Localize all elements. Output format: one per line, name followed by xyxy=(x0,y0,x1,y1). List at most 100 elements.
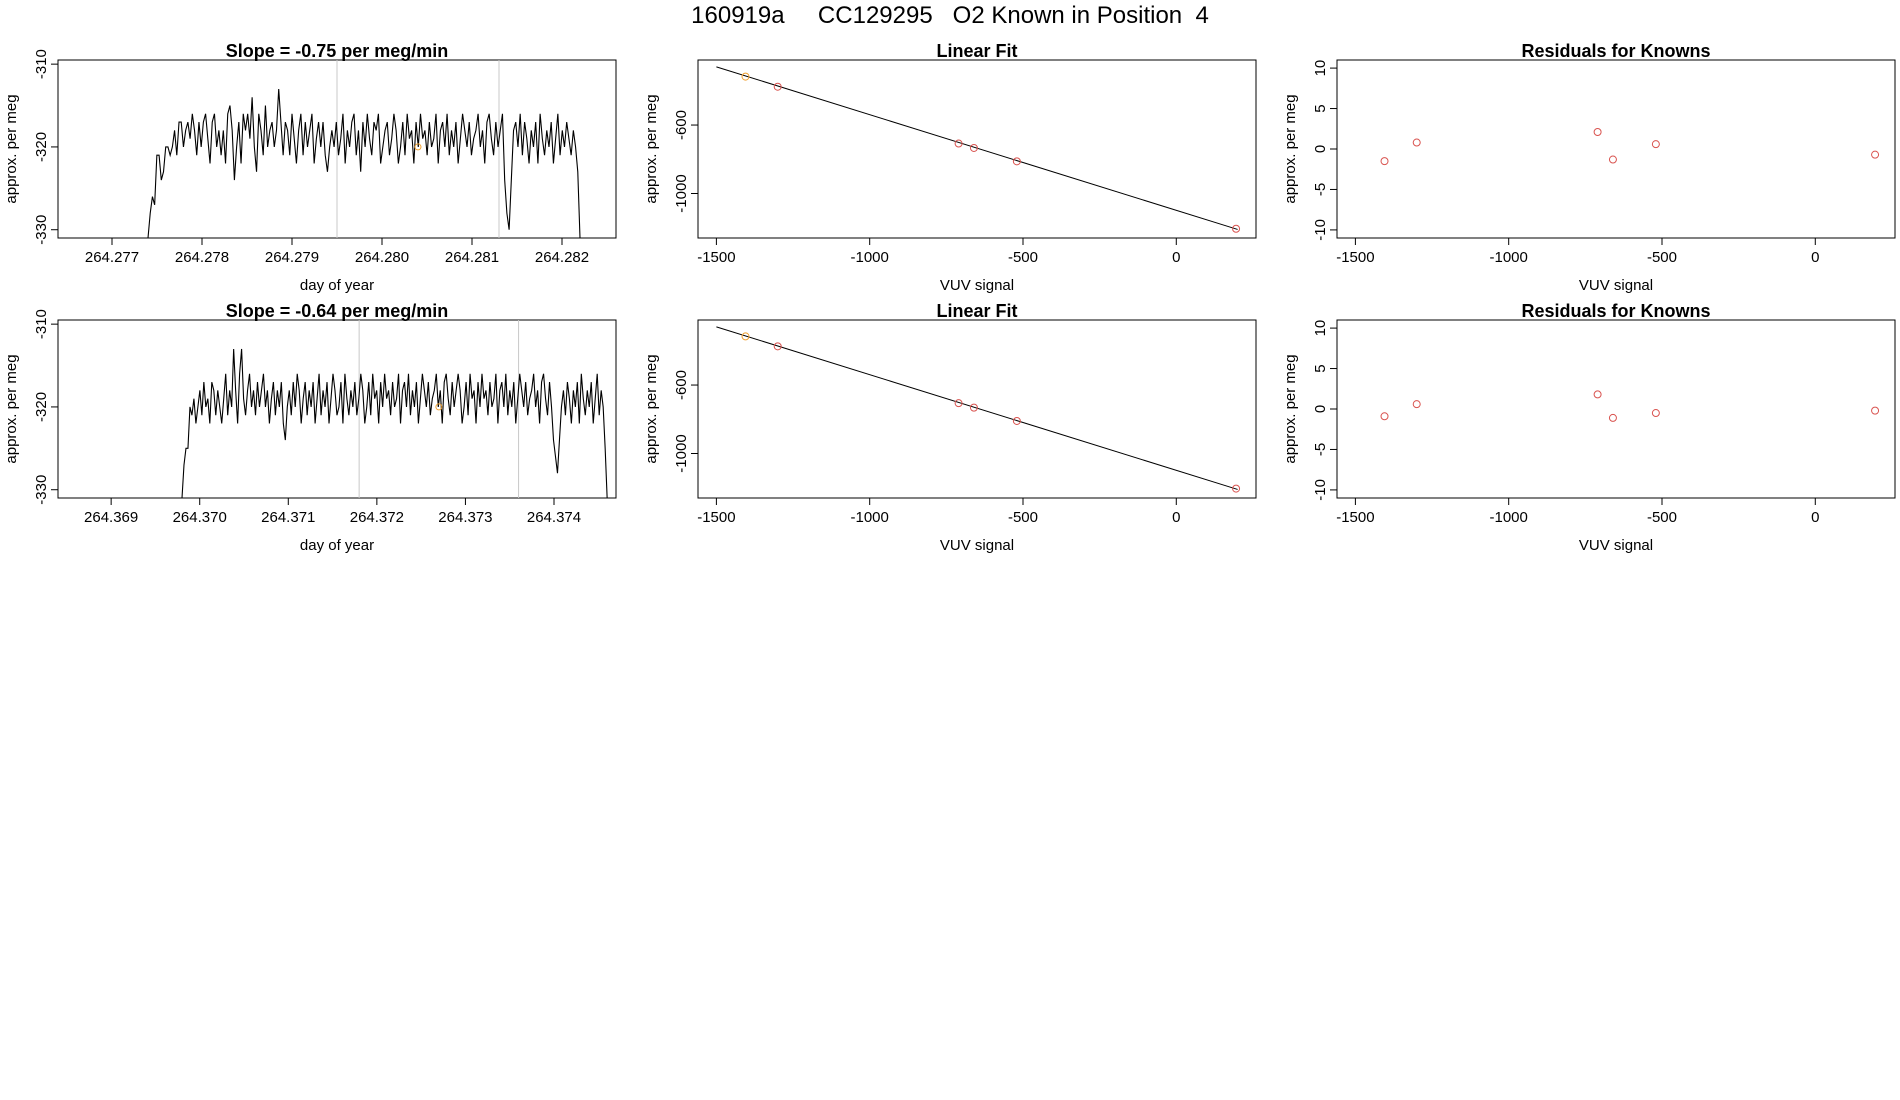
y-tick-label: 0 xyxy=(1312,405,1329,413)
x-tick-label: -1500 xyxy=(1336,509,1374,526)
x-tick-label: -1000 xyxy=(851,249,889,266)
y-tick-label: -310 xyxy=(33,309,50,339)
y-tick-label: -330 xyxy=(33,475,50,505)
x-axis-label: VUV signal xyxy=(940,537,1014,554)
x-tick-label: -500 xyxy=(1008,249,1038,266)
y-tick-label: -310 xyxy=(33,49,50,79)
y-tick-label: -5 xyxy=(1312,183,1329,196)
series-line xyxy=(147,88,581,238)
y-axis-label: approx. per meg xyxy=(1282,94,1299,203)
y-tick-label: -330 xyxy=(33,215,50,245)
data-point xyxy=(1412,138,1421,147)
plot-data xyxy=(1380,128,1880,166)
y-axis-label: approx. per meg xyxy=(3,354,20,463)
x-tick-label: 264.277 xyxy=(85,249,139,266)
chart-panel-5: Linear Fit VUV signal approx. per meg -1500… xyxy=(643,301,1257,554)
plot-frame xyxy=(1336,319,1896,499)
plot-data xyxy=(1380,390,1880,422)
x-tick-label: 264.278 xyxy=(175,249,229,266)
y-axis-label: approx. per meg xyxy=(3,94,20,203)
data-point xyxy=(1412,400,1421,409)
chart-title: Linear Fit xyxy=(936,301,1017,321)
series-line xyxy=(181,348,608,498)
y-tick-label: 5 xyxy=(1312,364,1329,372)
page-title: 160919a CC129295 O2 Known in Position 4 xyxy=(691,2,1209,29)
plot-frame xyxy=(57,319,617,499)
x-tick-label: -1500 xyxy=(697,509,735,526)
data-point xyxy=(1593,390,1602,399)
x-tick-label: 0 xyxy=(1811,509,1819,526)
x-axis-label: day of year xyxy=(300,277,374,294)
y-axis-label: approx. per meg xyxy=(643,354,660,463)
y-tick-label: -5 xyxy=(1312,443,1329,456)
x-tick-label: 264.282 xyxy=(535,249,589,266)
data-point xyxy=(954,399,963,408)
y-tick-label: -600 xyxy=(673,110,690,140)
y-tick-label: -1000 xyxy=(673,434,690,472)
data-point xyxy=(954,139,963,148)
x-tick-label: 0 xyxy=(1172,249,1180,266)
plot-data xyxy=(147,60,581,238)
data-point xyxy=(969,403,978,412)
x-tick-label: -1500 xyxy=(1336,249,1374,266)
x-tick-label: 264.370 xyxy=(173,509,227,526)
plot-frame xyxy=(697,319,1257,499)
x-tick-label: 264.372 xyxy=(350,509,404,526)
x-tick-label: -500 xyxy=(1647,509,1677,526)
x-tick-label: -1000 xyxy=(1490,509,1528,526)
x-axis-label: VUV signal xyxy=(1579,277,1653,294)
data-point xyxy=(969,143,978,152)
x-tick-label: -1000 xyxy=(1490,249,1528,266)
x-axis-label: day of year xyxy=(300,537,374,554)
data-point xyxy=(1012,157,1021,166)
x-tick-label: 264.280 xyxy=(355,249,409,266)
chart-title: Residuals for Knowns xyxy=(1521,41,1710,61)
x-tick-label: 264.371 xyxy=(261,509,315,526)
y-tick-label: -10 xyxy=(1312,479,1329,501)
data-point xyxy=(741,72,750,81)
data-point xyxy=(1593,128,1602,137)
plot-data xyxy=(181,320,608,498)
data-point xyxy=(1012,416,1021,425)
data-point xyxy=(1232,224,1241,233)
chart-panel-6: Residuals for Knowns VUV signal approx. pe… xyxy=(1282,301,1896,554)
marker-point xyxy=(414,143,422,151)
data-point xyxy=(773,82,782,91)
data-point xyxy=(1608,413,1617,422)
chart-panel-4: Slope = -0.64 per meg/min day of year appr… xyxy=(3,301,617,554)
chart-panel-3: Residuals for Knowns VUV signal approx. pe… xyxy=(1282,41,1896,294)
data-point xyxy=(741,332,750,341)
x-tick-label: -500 xyxy=(1647,249,1677,266)
chart-title: Slope = -0.64 per meg/min xyxy=(226,301,449,321)
data-point xyxy=(1651,409,1660,418)
y-tick-label: -320 xyxy=(33,392,50,422)
y-tick-label: 10 xyxy=(1312,60,1329,77)
x-tick-label: -500 xyxy=(1008,509,1038,526)
x-tick-label: 264.369 xyxy=(84,509,138,526)
y-tick-label: -320 xyxy=(33,132,50,162)
x-tick-label: -1000 xyxy=(851,509,889,526)
y-axis-label: approx. per meg xyxy=(643,94,660,203)
x-tick-label: 0 xyxy=(1172,509,1180,526)
x-axis-label: VUV signal xyxy=(1579,537,1653,554)
y-tick-label: 5 xyxy=(1312,104,1329,112)
plot-frame xyxy=(697,59,1257,239)
x-tick-label: -1500 xyxy=(697,249,735,266)
x-tick-label: 264.279 xyxy=(265,249,319,266)
chart-title: Residuals for Knowns xyxy=(1521,301,1710,321)
data-point xyxy=(1871,406,1880,415)
data-point xyxy=(773,342,782,351)
plot-data xyxy=(716,326,1241,493)
plot-frame xyxy=(1336,59,1896,239)
data-point xyxy=(1651,140,1660,149)
data-point xyxy=(1380,157,1389,166)
y-tick-label: -1000 xyxy=(673,174,690,212)
y-axis-label: approx. per meg xyxy=(1282,354,1299,463)
x-tick-label: 264.281 xyxy=(445,249,499,266)
y-tick-label: -600 xyxy=(673,370,690,400)
x-tick-label: 264.374 xyxy=(527,509,581,526)
y-tick-label: 10 xyxy=(1312,320,1329,337)
y-tick-label: -10 xyxy=(1312,219,1329,241)
x-axis-label: VUV signal xyxy=(940,277,1014,294)
